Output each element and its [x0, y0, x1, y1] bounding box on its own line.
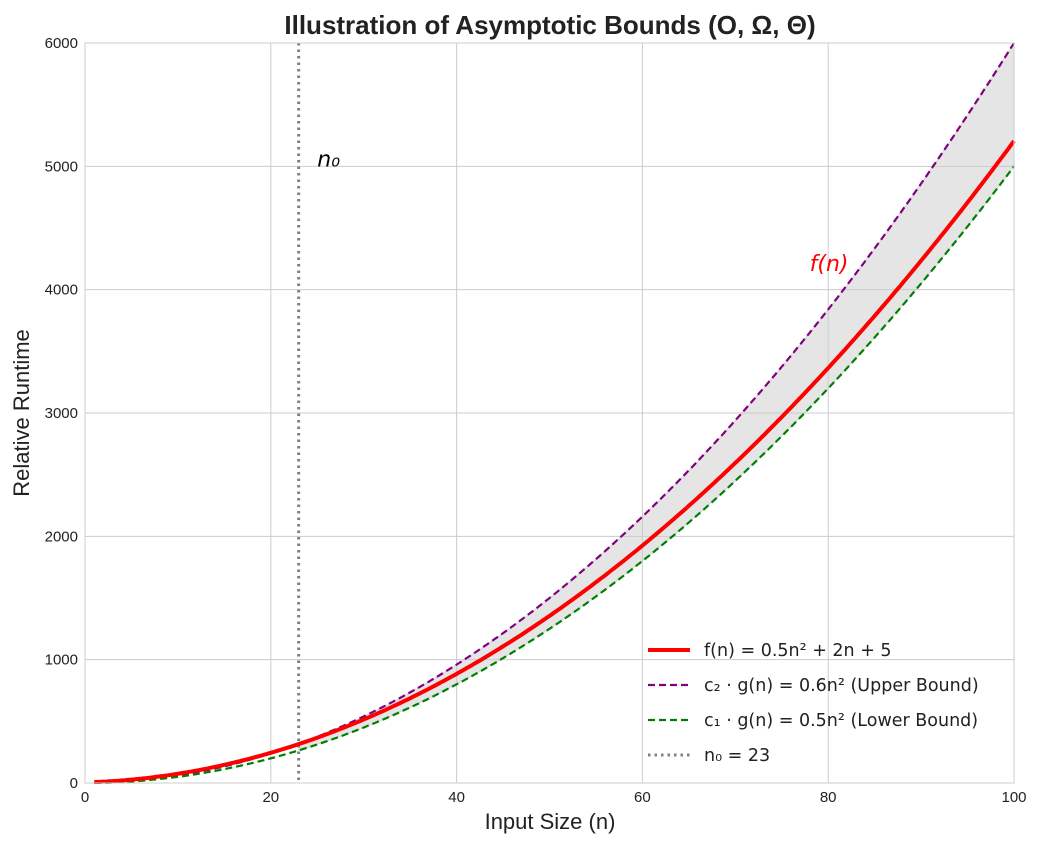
legend-label: n₀ = 23 [704, 746, 770, 766]
chart-title: Illustration of Asymptotic Bounds (O, Ω,… [284, 10, 815, 40]
shaded-region-group [298, 41, 1015, 752]
x-tick-label: 100 [1001, 789, 1026, 806]
x-tick-label: 60 [634, 789, 651, 806]
x-ticks: 0 20 40 60 80 100 [81, 789, 1027, 806]
y-tick-label: 4000 [45, 282, 78, 299]
annotations: n₀ f(n) [317, 147, 848, 277]
legend-label: c₁ · g(n) = 0.5n² (Lower Bound) [704, 711, 978, 731]
legend-label: f(n) = 0.5n² + 2n + 5 [704, 641, 892, 661]
annotation-label: n₀ [317, 147, 340, 172]
grid [84, 42, 1015, 784]
series-line [94, 139, 1016, 785]
y-tick-label: 1000 [45, 652, 78, 669]
x-axis-label: Input Size (n) [485, 809, 616, 834]
shaded-region [298, 41, 1015, 752]
y-tick-label: 2000 [45, 528, 78, 545]
y-ticks: 0 1000 2000 3000 4000 5000 6000 [45, 35, 78, 792]
series-line [94, 165, 1015, 784]
y-tick-label: 3000 [45, 405, 78, 422]
annotation-label: f(n) [810, 252, 849, 277]
y-tick-label: 5000 [45, 158, 78, 175]
x-tick-label: 0 [81, 789, 89, 806]
legend: f(n) = 0.5n² + 2n + 5 c₂ · g(n) = 0.6n² (… [648, 641, 979, 766]
x-tick-label: 20 [262, 789, 279, 806]
y-axis-label: Relative Runtime [9, 329, 34, 497]
x-tick-label: 40 [448, 789, 465, 806]
plot-frame [84, 42, 1015, 784]
legend-label: c₂ · g(n) = 0.6n² (Upper Bound) [704, 676, 979, 696]
series-lines [94, 42, 1016, 785]
y-tick-label: 6000 [45, 35, 78, 52]
x-tick-label: 80 [820, 789, 837, 806]
y-tick-label: 0 [70, 775, 78, 792]
